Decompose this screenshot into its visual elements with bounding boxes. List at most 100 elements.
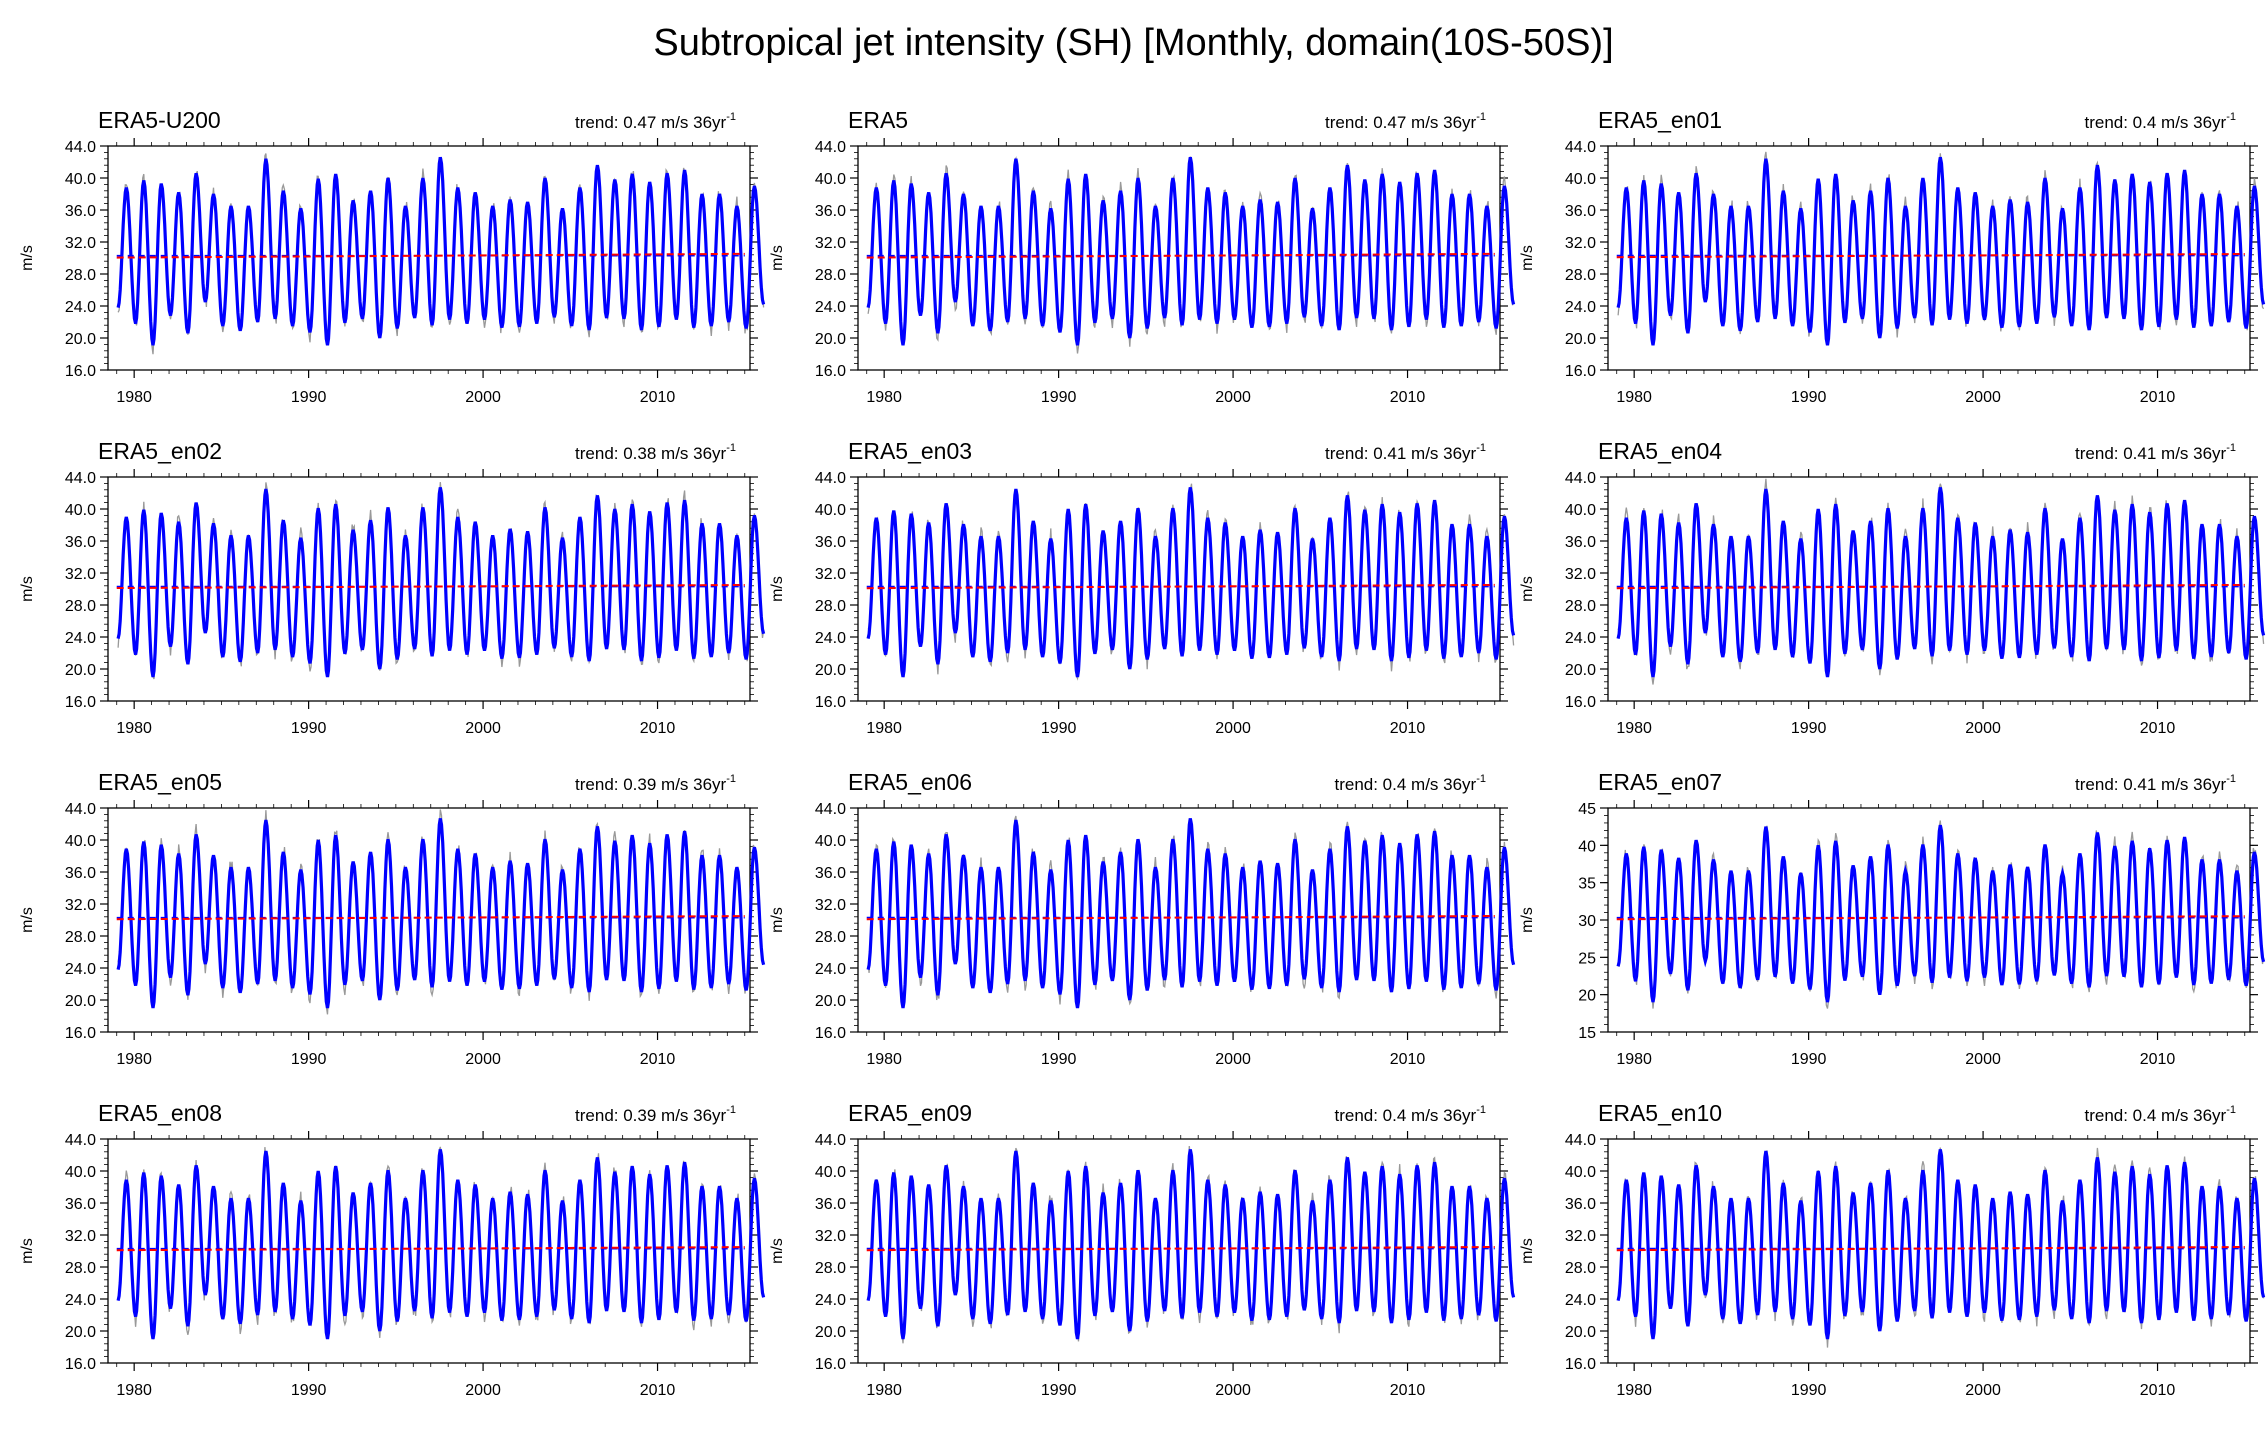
x-tick-label: 2000 xyxy=(465,1382,501,1399)
y-tick-label: 32.0 xyxy=(65,566,96,583)
trend-label: trend: 0.38 m/s 36yr-1 xyxy=(575,442,736,463)
y-tick-label: 16.0 xyxy=(65,363,96,380)
y-tick-label: 40.0 xyxy=(1565,1164,1596,1181)
y-tick-label: 40.0 xyxy=(65,1164,96,1181)
y-tick-label: 32.0 xyxy=(1565,235,1596,252)
y-tick-label: 20.0 xyxy=(1565,1324,1596,1341)
y-tick-label: 32.0 xyxy=(1565,566,1596,583)
x-tick-label: 2010 xyxy=(1390,720,1426,737)
smoothed-series xyxy=(116,1149,766,1340)
x-tick-label: 2010 xyxy=(2140,720,2176,737)
y-tick-label: 20 xyxy=(1578,988,1596,1005)
y-tick-label: 40.0 xyxy=(815,502,846,519)
x-tick-label: 1980 xyxy=(1616,389,1652,406)
panel-title: ERA5_en06 xyxy=(848,769,972,795)
y-axis-label: m/s xyxy=(769,576,786,602)
y-tick-label: 36.0 xyxy=(1565,534,1596,551)
smoothed-series xyxy=(1616,487,2266,678)
x-tick-label: 2000 xyxy=(465,389,501,406)
y-tick-label: 16.0 xyxy=(815,363,846,380)
y-tick-label: 28.0 xyxy=(65,267,96,284)
y-tick-label: 44.0 xyxy=(1565,470,1596,487)
x-tick-label: 2010 xyxy=(2140,1382,2176,1399)
x-tick-label: 2010 xyxy=(1390,1382,1426,1399)
y-tick-label: 28.0 xyxy=(65,1260,96,1277)
trend-label: trend: 0.4 m/s 36yr-1 xyxy=(1334,773,1486,794)
x-tick-label: 1980 xyxy=(116,389,152,406)
y-tick-label: 20.0 xyxy=(1565,331,1596,348)
smoothed-series xyxy=(1616,1149,2266,1340)
trend-line xyxy=(866,1246,1495,1252)
y-tick-label: 24.0 xyxy=(815,1292,846,1309)
x-tick-label: 2000 xyxy=(1965,720,2001,737)
y-tick-label: 36.0 xyxy=(815,865,846,882)
y-tick-label: 35 xyxy=(1578,876,1596,893)
y-tick-label: 20.0 xyxy=(65,1324,96,1341)
y-tick-label: 24.0 xyxy=(815,299,846,316)
x-tick-label: 1990 xyxy=(1791,1051,1827,1068)
x-tick-label: 1980 xyxy=(116,1382,152,1399)
trend-unit-exponent: -1 xyxy=(726,773,736,785)
trend-label: trend: 0.47 m/s 36yr-1 xyxy=(575,111,736,132)
x-tick-label: 2000 xyxy=(1965,1051,2001,1068)
panel-title: ERA5_en08 xyxy=(98,1100,222,1126)
x-tick-label: 1980 xyxy=(866,389,902,406)
x-tick-label: 1990 xyxy=(1041,720,1077,737)
y-tick-label: 44.0 xyxy=(815,801,846,818)
y-tick-label: 44.0 xyxy=(815,470,846,487)
x-tick-label: 1990 xyxy=(291,720,327,737)
y-axis-label: m/s xyxy=(1519,576,1536,602)
y-tick-label: 20.0 xyxy=(815,331,846,348)
trend-label: trend: 0.39 m/s 36yr-1 xyxy=(575,773,736,794)
y-tick-label: 36.0 xyxy=(815,203,846,220)
y-axis-label: m/s xyxy=(19,245,36,271)
panel-title: ERA5_en03 xyxy=(848,438,972,464)
x-tick-label: 1980 xyxy=(1616,720,1652,737)
trend-line xyxy=(116,584,745,590)
y-tick-label: 16.0 xyxy=(1565,1356,1596,1373)
panel-era5_en10: ERA5_en10 trend: 0.4 m/s 36yr-1 m/s 16.0 20.… xyxy=(1519,1100,2266,1399)
x-tick-label: 2010 xyxy=(2140,1051,2176,1068)
y-tick-label: 32.0 xyxy=(815,235,846,252)
y-tick-label: 45 xyxy=(1578,801,1596,818)
y-tick-label: 44.0 xyxy=(1565,139,1596,156)
y-axis-label: m/s xyxy=(769,1238,786,1264)
trend-unit-exponent: -1 xyxy=(1476,1104,1486,1116)
trend-label: trend: 0.4 m/s 36yr-1 xyxy=(1334,1104,1486,1125)
panel-era5_en05: ERA5_en05 trend: 0.39 m/s 36yr-1 m/s 16.0 20… xyxy=(19,769,766,1068)
y-tick-label: 24.0 xyxy=(65,961,96,978)
trend-unit-exponent: -1 xyxy=(1476,773,1486,785)
y-tick-label: 36.0 xyxy=(65,534,96,551)
y-tick-label: 32.0 xyxy=(65,897,96,914)
smoothed-series xyxy=(116,156,766,346)
panel-era5_en06: ERA5_en06 trend: 0.4 m/s 36yr-1 m/s 16.0 20.… xyxy=(769,769,1516,1068)
panel-era5-u200: ERA5-U200 trend: 0.47 m/s 36yr-1 m/s 16.0 20… xyxy=(19,107,766,406)
y-tick-label: 16.0 xyxy=(1565,363,1596,380)
x-tick-label: 1980 xyxy=(116,720,152,737)
trend-label: trend: 0.4 m/s 36yr-1 xyxy=(2084,111,2236,132)
y-axis-label: m/s xyxy=(769,907,786,933)
panel-title: ERA5_en07 xyxy=(1598,769,1722,795)
y-tick-label: 32.0 xyxy=(815,1228,846,1245)
y-tick-label: 40 xyxy=(1578,838,1596,855)
y-tick-label: 24.0 xyxy=(65,299,96,316)
trend-unit-exponent: -1 xyxy=(1476,111,1486,123)
trend-line xyxy=(866,252,1495,259)
x-tick-label: 1980 xyxy=(1616,1051,1652,1068)
y-axis-label: m/s xyxy=(19,1238,36,1264)
panel-title: ERA5_en09 xyxy=(848,1100,972,1126)
x-tick-label: 1990 xyxy=(1041,1382,1077,1399)
x-tick-label: 1990 xyxy=(1041,389,1077,406)
y-tick-label: 36.0 xyxy=(815,1196,846,1213)
smoothed-series xyxy=(866,156,1516,346)
trend-line xyxy=(866,583,1495,590)
y-tick-label: 20.0 xyxy=(65,662,96,679)
y-axis-label: m/s xyxy=(1519,907,1536,933)
x-tick-label: 1990 xyxy=(1791,389,1827,406)
y-tick-label: 20.0 xyxy=(65,331,96,348)
panel-era5_en02: ERA5_en02 trend: 0.38 m/s 36yr-1 m/s 16.0 20… xyxy=(19,438,766,737)
x-tick-label: 2010 xyxy=(640,1051,676,1068)
x-tick-label: 1990 xyxy=(1791,720,1827,737)
y-tick-label: 40.0 xyxy=(815,833,846,850)
